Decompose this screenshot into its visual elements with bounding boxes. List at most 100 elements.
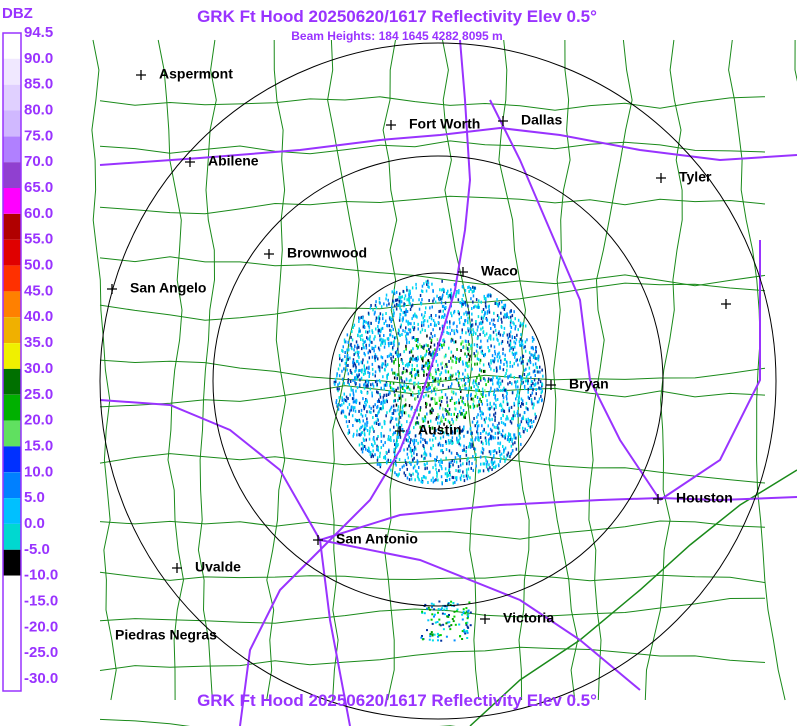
- echo-pixel: [380, 305, 383, 309]
- echo-pixel: [530, 353, 532, 357]
- echo-pixel: [384, 456, 387, 460]
- echo-pixel: [425, 349, 428, 353]
- echo-pixel: [445, 440, 447, 444]
- echo-pixel: [464, 387, 466, 391]
- echo-pixel: [360, 376, 363, 380]
- echo-pixel: [470, 347, 472, 351]
- echo-pixel: [407, 328, 410, 332]
- echo-pixel: [366, 366, 368, 370]
- echo-pixel: [485, 431, 487, 435]
- echo-pixel: [362, 419, 364, 423]
- echo-pixel: [460, 463, 462, 467]
- echo-pixel: [436, 472, 438, 476]
- echo-pixel: [367, 446, 370, 450]
- echo-pixel: [494, 436, 496, 440]
- echo-pixel: [374, 355, 376, 359]
- echo-pixel: [381, 356, 384, 360]
- echo-pixel: [507, 375, 509, 379]
- echo-pixel: [482, 390, 484, 394]
- echo-pixel: [499, 403, 501, 407]
- legend-label: -20.0: [24, 618, 58, 635]
- echo-pixel: [486, 403, 489, 407]
- echo-pixel: [408, 404, 411, 408]
- echo-pixel: [451, 374, 453, 378]
- echo-pixel: [534, 355, 536, 359]
- echo-pixel: [417, 395, 419, 399]
- echo-pixel: [432, 444, 434, 448]
- echo-pixel: [457, 370, 459, 374]
- echo-pixel: [410, 393, 412, 397]
- echo-pixel: [457, 381, 460, 385]
- echo-pixel: [417, 381, 420, 385]
- echo-pixel: [433, 615, 435, 618]
- echo-pixel: [371, 340, 373, 344]
- echo-pixel: [388, 324, 391, 328]
- echo-pixel: [387, 337, 390, 340]
- echo-pixel: [452, 354, 454, 358]
- echo-pixel: [394, 399, 396, 403]
- echo-pixel: [410, 450, 413, 454]
- legend-band: [3, 84, 21, 111]
- echo-pixel: [464, 289, 467, 292]
- echo-pixel: [513, 340, 515, 344]
- echo-pixel: [476, 425, 479, 429]
- echo-pixel: [367, 337, 369, 341]
- echo-pixel: [433, 633, 436, 636]
- echo-pixel: [395, 307, 398, 311]
- echo-pixel: [472, 289, 474, 293]
- echo-pixel: [415, 286, 417, 290]
- echo-pixel: [346, 348, 348, 352]
- echo-pixel: [394, 431, 397, 435]
- echo-pixel: [386, 461, 388, 465]
- echo-pixel: [358, 320, 360, 323]
- echo-pixel: [361, 361, 364, 365]
- echo-pixel: [405, 384, 408, 388]
- echo-pixel: [410, 378, 412, 382]
- echo-pixel: [468, 350, 470, 354]
- echo-pixel: [423, 452, 425, 456]
- echo-pixel: [427, 420, 429, 424]
- echo-pixel: [422, 359, 424, 363]
- echo-pixel: [474, 424, 476, 428]
- echo-pixel: [379, 463, 382, 467]
- echo-pixel: [503, 313, 506, 317]
- echo-pixel: [444, 354, 447, 358]
- echo-pixel: [416, 364, 418, 368]
- echo-pixel: [350, 408, 352, 412]
- legend-label: 94.5: [24, 24, 53, 41]
- echo-pixel: [495, 369, 498, 373]
- echo-pixel: [383, 419, 386, 423]
- echo-pixel: [497, 431, 499, 435]
- echo-pixel: [352, 424, 354, 427]
- echo-pixel: [392, 404, 395, 408]
- echo-pixel: [427, 285, 429, 288]
- echo-pixel: [463, 628, 466, 631]
- echo-pixel: [487, 293, 490, 297]
- echo-pixel: [492, 322, 494, 326]
- echo-pixel: [392, 308, 395, 312]
- echo-pixel: [400, 299, 402, 303]
- echo-pixel: [455, 610, 458, 613]
- echo-pixel: [403, 350, 405, 354]
- echo-pixel: [513, 322, 515, 326]
- echo-pixel: [476, 421, 478, 425]
- echo-pixel: [417, 338, 419, 341]
- echo-pixel: [488, 463, 490, 467]
- echo-pixel: [402, 362, 404, 365]
- echo-pixel: [503, 455, 505, 459]
- echo-pixel: [495, 302, 498, 305]
- echo-pixel: [373, 346, 375, 350]
- echo-pixel: [470, 432, 472, 436]
- echo-pixel: [448, 621, 451, 624]
- echo-pixel: [336, 372, 338, 376]
- echo-pixel: [346, 333, 349, 337]
- echo-pixel: [450, 385, 452, 388]
- echo-pixel: [436, 474, 438, 478]
- echo-pixel: [372, 384, 375, 388]
- echo-pixel: [449, 373, 452, 377]
- radar-echo: [333, 279, 544, 642]
- echo-pixel: [355, 375, 357, 379]
- echo-pixel: [361, 347, 363, 351]
- echo-pixel: [432, 354, 434, 358]
- echo-pixel: [458, 317, 461, 321]
